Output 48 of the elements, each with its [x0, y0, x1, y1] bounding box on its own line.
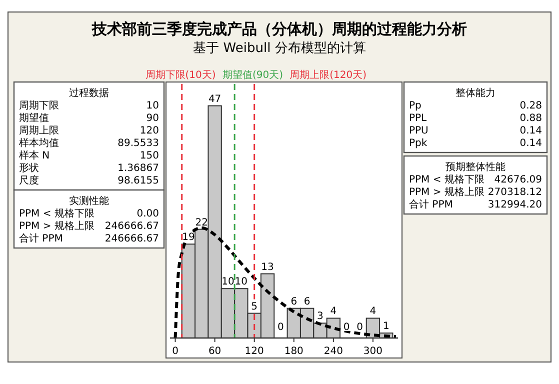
text: 样本均值 89.5533	[19, 138, 159, 149]
ref-line-label: 期望值(90天)	[222, 69, 284, 81]
chart-subtitle: 基于 Weibull 分布模型的计算	[193, 41, 366, 56]
text: 合计 PPM 246666.67	[19, 234, 159, 244]
data-label: 3	[317, 311, 324, 322]
data-label: 4	[370, 306, 376, 318]
data-label: 19	[182, 232, 195, 244]
text: PPM > 规格上限 246666.67	[19, 220, 159, 232]
data-label: 6	[290, 296, 298, 308]
x-tick-label: 0	[172, 346, 178, 357]
data-label: 0	[343, 322, 350, 333]
data-label: 4	[330, 306, 337, 318]
ref-line-label: 周期下限(10天)	[145, 69, 216, 81]
data-label: 22	[195, 217, 208, 228]
text: 预期整体性能	[446, 161, 506, 173]
data-label: 5	[251, 301, 258, 312]
x-tick-label: 180	[284, 346, 304, 357]
data-label: 47	[208, 94, 222, 105]
x-tick-label: 240	[324, 346, 343, 357]
text: 形状 1.36867	[19, 163, 159, 174]
x-tick-label: 300	[363, 346, 383, 357]
text: 周期上限 120	[19, 126, 159, 136]
x-tick-label: 60	[208, 346, 222, 357]
text: PPU 0.14	[409, 126, 542, 136]
text: Ppk 0.14	[409, 138, 542, 149]
data-label: 13	[261, 262, 274, 273]
data-label: 0	[278, 322, 284, 333]
data-label: 10	[234, 276, 248, 288]
text: 期望值 90	[19, 113, 159, 124]
ref-line-label: 周期上限(120天)	[290, 69, 367, 81]
text: 周期下限 10	[19, 100, 159, 112]
text: 尺度 98.6155	[19, 176, 159, 186]
text: 合计 PPM 312994.20	[409, 200, 542, 210]
data-label: 10	[222, 276, 234, 288]
data-label: 6	[304, 296, 310, 308]
text: 过程数据	[69, 87, 109, 99]
text: 样本 N 150	[19, 150, 159, 162]
text: PPM < 规格下限 42676.09	[409, 174, 542, 186]
data-label: 0	[356, 322, 363, 333]
text: PPL 0.88	[409, 113, 542, 124]
x-tick-label: 120	[244, 346, 264, 357]
text: 实测性能	[69, 195, 109, 207]
text: PPM < 规格下限 0.00	[19, 208, 159, 220]
chart-title: 技术部前三季度完成产品（分体机）周期的过程能力分析	[91, 20, 467, 38]
text: PPM > 规格上限 270318.12	[409, 186, 542, 198]
data-label: 1	[382, 321, 390, 332]
text: Pp 0.28	[409, 100, 542, 112]
text: 整体能力	[456, 87, 496, 99]
